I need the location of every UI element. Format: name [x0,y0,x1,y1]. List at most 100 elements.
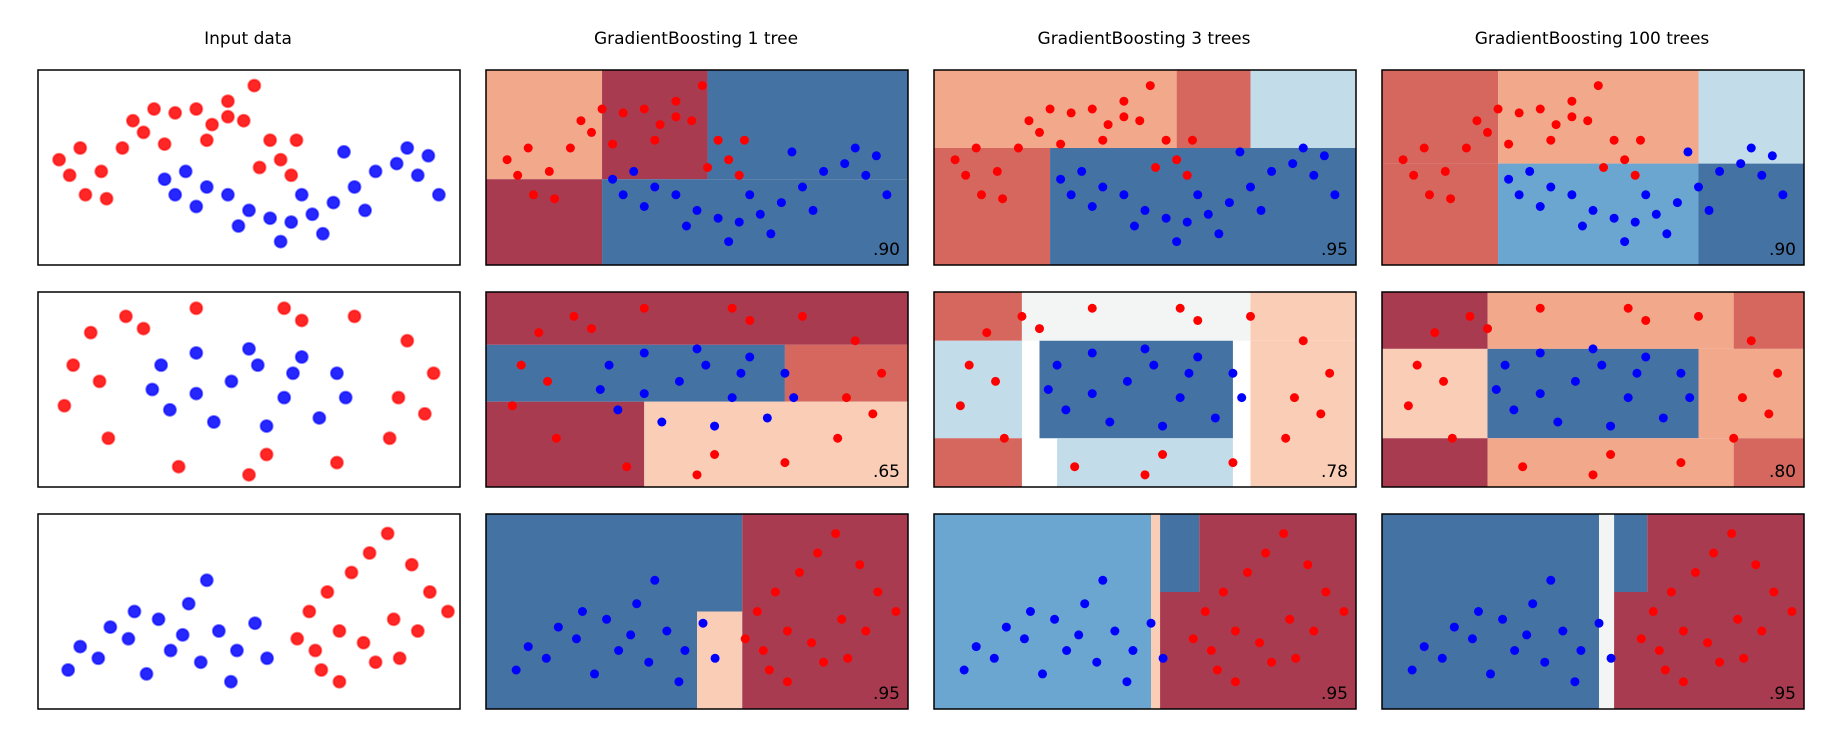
blue-data-point [1001,622,1011,632]
blue-data-point [181,596,196,611]
blue-data-point [629,166,639,176]
red-data-point [136,321,151,336]
panel-moons-0 [37,69,461,266]
red-data-point [189,102,204,116]
red-data-point [1087,104,1097,114]
red-data-point [1757,626,1767,636]
blue-data-point [1038,669,1048,679]
red-data-point [565,143,575,153]
red-data-point [650,135,660,145]
blue-data-point [421,148,436,163]
column-title-3-trees: GradientBoosting 3 trees [1038,29,1251,49]
red-data-point [247,78,262,93]
red-data-point [92,374,107,389]
blue-data-point [850,143,860,153]
blue-data-point [1540,657,1550,667]
red-data-point [1289,393,1299,403]
red-data-point [1678,626,1688,636]
red-data-point [1709,548,1719,558]
panel-linear-0 [37,513,461,710]
panel-frame [485,513,909,710]
red-data-point [1461,143,1471,153]
blue-data-point [248,616,263,631]
blue-data-point [1122,376,1132,386]
blue-data-point [189,345,204,360]
red-data-point [62,168,77,183]
panel-frame [933,69,1357,266]
blue-data-point [312,410,327,425]
blue-data-point [745,352,755,362]
blue-data-point [368,164,383,179]
panel-frame [37,291,461,488]
subplot-grid: .90 .95 .90 .65 .78 .80 .95 .95 .95 [37,69,1805,710]
red-data-point [1172,155,1182,165]
blue-data-point [259,419,274,434]
red-data-point [528,190,538,200]
blue-data-point [713,213,723,223]
blue-data-point [590,669,600,679]
red-data-point [252,160,267,175]
blue-data-point [347,180,362,194]
blue-data-point [220,187,235,202]
blue-data-point [1767,151,1777,161]
red-data-point [758,646,768,655]
red-data-point [1279,529,1289,538]
red-data-point [57,398,72,413]
red-data-point [837,614,847,624]
red-data-point [1551,120,1561,130]
blue-data-point [1098,575,1108,585]
blue-data-point [1066,190,1076,200]
blue-data-point [1535,202,1545,211]
red-data-point [1660,665,1670,675]
blue-data-point [571,634,581,644]
red-data-point [1430,328,1440,338]
red-data-point [1398,155,1408,165]
blue-data-point [151,612,166,627]
blue-data-point [1449,622,1459,632]
blue-data-point [189,199,204,214]
red-data-point [1483,127,1492,137]
red-data-point [873,587,883,597]
blue-data-point [692,344,702,354]
blue-data-point [193,655,208,670]
red-data-point [843,653,853,663]
decision-region [934,438,1022,487]
red-data-point [368,655,383,670]
blue-data-point [1193,190,1203,200]
blue-data-point [1606,421,1616,431]
decision-region [707,70,908,180]
red-data-point [891,607,901,616]
blue-data-point [710,653,720,663]
blue-data-point [199,573,214,588]
blue-data-point [1161,213,1171,223]
red-data-point [1419,143,1429,153]
blue-data-point [157,172,172,187]
blue-data-point [1491,385,1501,394]
red-data-point [671,112,681,122]
decision-region [486,344,785,402]
red-data-point [1161,135,1171,145]
blue-data-point [1098,182,1108,192]
accuracy-score-label: .95 [873,684,900,704]
blue-data-point [1050,614,1060,624]
blue-data-point [1214,229,1224,239]
red-data-point [1119,96,1129,106]
blue-data-point [780,368,790,378]
red-data-point [752,607,762,616]
blue-data-point [644,657,654,667]
blue-data-point [263,211,278,226]
blue-data-point [1658,413,1668,423]
red-data-point [417,406,432,421]
red-data-point [576,116,586,126]
blue-data-point [178,164,193,179]
red-data-point [507,401,517,411]
red-data-point [1321,587,1331,597]
red-data-point [739,135,749,145]
red-data-point [290,631,305,646]
blue-data-point [223,674,238,689]
panel-frame [485,69,909,266]
red-data-point [1535,104,1545,114]
blue-data-point [1025,607,1035,616]
blue-data-point [1056,174,1066,184]
blue-data-point [755,209,765,219]
